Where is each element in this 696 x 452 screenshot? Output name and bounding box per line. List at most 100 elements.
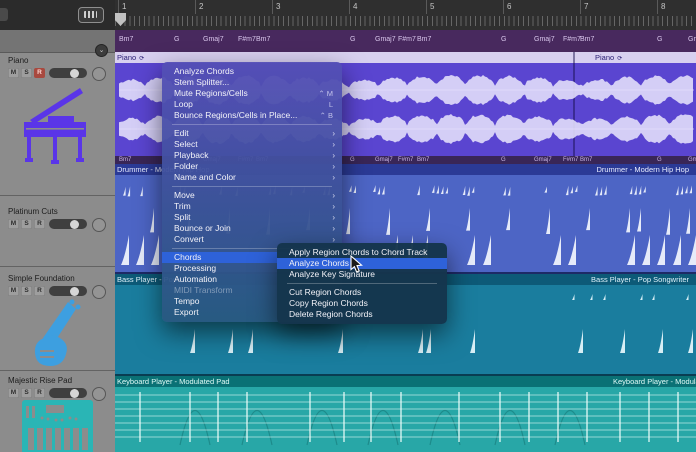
inspector-toggle-button[interactable]	[0, 8, 8, 21]
chord-label: Bm7	[256, 36, 271, 43]
solo-button[interactable]: S	[21, 388, 32, 398]
menu-item-move[interactable]: Move ›	[162, 190, 342, 201]
menu-item-mute-regions-cells[interactable]: Mute Regions/Cells ⌃ M	[162, 88, 342, 99]
grand-piano-icon	[14, 78, 100, 171]
region-boundary	[573, 52, 575, 63]
track-name: Simple Foundation	[8, 274, 75, 283]
chord-label: Bm7	[580, 36, 595, 43]
record-button[interactable]: R	[34, 219, 45, 229]
record-button[interactable]: R	[34, 68, 45, 78]
bar-gridline	[426, 0, 427, 14]
bar-gridline	[272, 0, 273, 14]
menu-item-analyze-chords[interactable]: Analyze Chords	[162, 66, 342, 77]
menu-item-label: Automation	[174, 274, 217, 284]
pan-knob[interactable]	[92, 67, 106, 81]
menu-item-cut-region-chords[interactable]: Cut Region Chords	[277, 287, 447, 298]
menu-separator	[287, 283, 437, 284]
menu-item-trim[interactable]: Trim ›	[162, 201, 342, 212]
menu-item-copy-region-chords[interactable]: Copy Region Chords	[277, 298, 447, 309]
mute-button[interactable]: M	[8, 219, 19, 229]
track-header-piano[interactable]: Piano M S R	[0, 52, 115, 196]
menu-item-folder[interactable]: Folder ›	[162, 161, 342, 172]
bar-number: 7	[584, 2, 589, 11]
synth-keyboard-icon	[20, 398, 95, 452]
menu-item-stem-splitter[interactable]: Stem Splitter...	[162, 77, 342, 88]
menu-item-convert[interactable]: Convert ›	[162, 234, 342, 245]
bar-ruler[interactable]: 1 2 3 4 5 6 7 8	[115, 0, 696, 30]
submenu-arrow-icon: ›	[332, 151, 335, 160]
solo-button[interactable]: S	[21, 68, 32, 78]
track-header-platinum-cuts[interactable]: Platinum Cuts M S R	[0, 195, 115, 267]
menu-item-select[interactable]: Select ›	[162, 139, 342, 150]
volume-knob[interactable]	[70, 286, 79, 296]
menu-item-playback[interactable]: Playback ›	[162, 150, 342, 161]
menu-item-delete-region-chords[interactable]: Delete Region Chords	[277, 309, 447, 320]
menu-item-split[interactable]: Split ›	[162, 212, 342, 223]
bar-number: 1	[122, 2, 127, 11]
track-header-panel: ⌄ Piano M S R Platinum Cuts M S R Simple Founda…	[0, 30, 116, 452]
keyboard-icon[interactable]	[78, 7, 104, 23]
menu-item-label: Name and Color	[174, 172, 236, 182]
menu-item-apply-region-chords-to-chord-track[interactable]: Apply Region Chords to Chord Track	[277, 247, 447, 258]
volume-knob[interactable]	[70, 388, 79, 398]
submenu-arrow-icon: ›	[332, 162, 335, 171]
track-header-simple-foundation[interactable]: Simple Foundation M S R	[0, 266, 115, 371]
region-name-label: Piano ⟳	[595, 53, 623, 62]
menu-item-bounce-regions-cells-in-place[interactable]: Bounce Regions/Cells in Place... ⌃ B	[162, 110, 342, 121]
region-name-label: Bass Player - Pop Songwriter	[591, 275, 689, 284]
keyboard-region-header[interactable]: Keyboard Player - Modulated Pad Keyboard …	[115, 376, 696, 387]
loop-icon: ⟳	[139, 56, 145, 62]
pan-knob[interactable]	[92, 285, 106, 299]
volume-slider[interactable]	[49, 388, 87, 398]
pan-knob[interactable]	[92, 387, 106, 401]
volume-knob[interactable]	[70, 219, 79, 229]
chord-label: F#m7	[563, 36, 581, 43]
menu-item-label: Trim	[174, 201, 191, 211]
pan-knob[interactable]	[92, 218, 106, 232]
mute-button[interactable]: M	[8, 388, 19, 398]
menu-item-label: Analyze Chords	[289, 258, 350, 268]
solo-button[interactable]: S	[21, 286, 32, 296]
mute-button[interactable]: M	[8, 68, 19, 78]
submenu-arrow-icon: ›	[332, 129, 335, 138]
track-header-majestic-rise-pad[interactable]: Majestic Rise Pad M S R	[0, 370, 115, 452]
chord-track[interactable]: Bm7 G Gmaj7 F#m7 Bm7 G Gmaj7 F#m7 Bm7 G Gmaj7 F#m7 B…	[115, 30, 696, 54]
volume-knob[interactable]	[70, 68, 79, 78]
solo-button[interactable]: S	[21, 219, 32, 229]
menu-item-label: Chords	[174, 252, 202, 262]
volume-slider[interactable]	[49, 68, 87, 78]
chevron-down-icon[interactable]: ⌄	[95, 44, 108, 57]
menu-item-analyze-key-signature[interactable]: Analyze Key Signature	[277, 269, 447, 280]
bar-number: 5	[430, 2, 435, 11]
menu-item-label: Apply Region Chords to Chord Track	[289, 247, 428, 257]
menu-item-loop[interactable]: Loop L	[162, 99, 342, 110]
keyboard-region[interactable]	[115, 387, 696, 452]
record-button[interactable]: R	[34, 388, 45, 398]
chord-label: Bm7	[119, 36, 134, 43]
menu-item-edit[interactable]: Edit ›	[162, 128, 342, 139]
chord-label: G	[174, 36, 180, 43]
bar-gridline	[503, 0, 504, 14]
bar-gridline	[657, 0, 658, 14]
menu-item-analyze-chords[interactable]: Analyze Chords	[277, 258, 447, 269]
left-toolbar	[0, 0, 115, 31]
playhead-marker[interactable]	[115, 13, 126, 26]
chord-label: Gmaj7	[375, 36, 396, 43]
menu-item-label: MIDI Transform	[174, 285, 233, 295]
chords-submenu: Apply Region Chords to Chord Track Analyz…	[277, 243, 447, 324]
region-name-label: Drummer - Modern Hip Hop	[596, 165, 689, 174]
menu-item-bounce-or-join[interactable]: Bounce or Join ›	[162, 223, 342, 234]
mute-button[interactable]: M	[8, 286, 19, 296]
menu-item-label: Analyze Chords	[174, 66, 235, 76]
menu-item-label: Cut Region Chords	[289, 287, 362, 297]
menu-item-name-and-color[interactable]: Name and Color ›	[162, 172, 342, 183]
region-chord-label: Gma	[688, 157, 696, 163]
volume-slider[interactable]	[49, 219, 87, 229]
piano-region-header[interactable]: Piano ⟳ Piano ⟳	[115, 52, 696, 63]
menu-item-label: Bounce Regions/Cells in Place...	[174, 110, 298, 120]
volume-slider[interactable]	[49, 286, 87, 296]
region-name-label: Keyboard Player - Modulated Pad	[117, 377, 230, 386]
ruler-ticks	[115, 16, 696, 26]
record-button[interactable]: R	[34, 286, 45, 296]
